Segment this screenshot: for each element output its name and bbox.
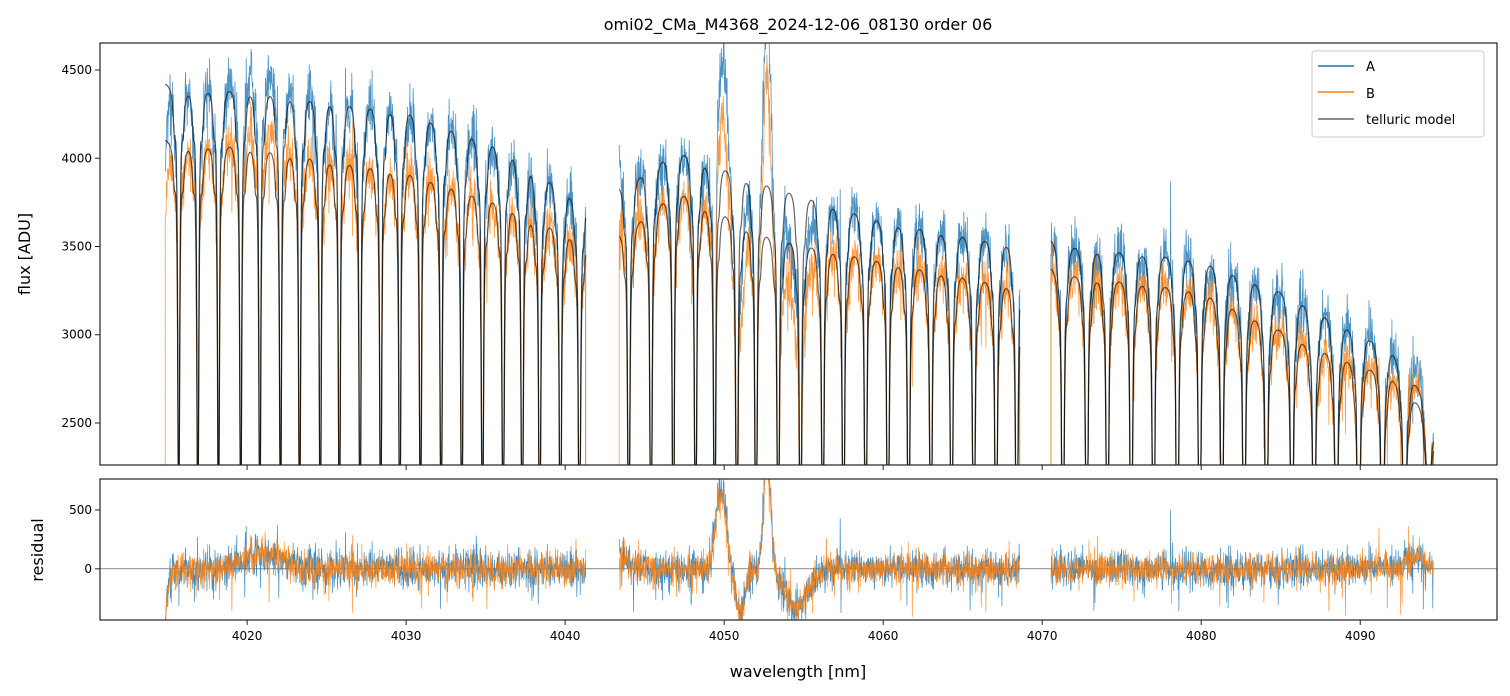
x-tick-label: 4090 xyxy=(1345,629,1376,643)
x-tick-label: 4020 xyxy=(232,629,263,643)
x-tick-label: 4070 xyxy=(1027,629,1058,643)
legend-box xyxy=(1311,50,1485,138)
x-axis-label: wavelength [nm] xyxy=(730,662,867,681)
x-tick-label: 4080 xyxy=(1186,629,1217,643)
telluric-model-b-line xyxy=(164,139,1434,465)
x-tick-label: 4040 xyxy=(550,629,581,643)
x-tick-label: 4060 xyxy=(868,629,899,643)
chart-title: omi02_CMa_M4368_2024-12-06_08130 order 0… xyxy=(604,15,993,35)
flux-y-tick-label: 3500 xyxy=(61,239,92,253)
flux-y-tick-label: 4500 xyxy=(61,63,92,77)
flux-y-tick-label: 3000 xyxy=(61,328,92,342)
flux-y-axis-label: flux [ADU] xyxy=(15,213,34,295)
residual-y-tick-label: 0 xyxy=(84,562,92,576)
legend-label-b: B xyxy=(1366,87,1375,102)
series-b-residual-line xyxy=(164,479,1434,620)
legend-label-a: A xyxy=(1366,60,1375,75)
axis-ticks: 4020 4030 4040 4050 4060 4070 4080 4090 2500 3000… xyxy=(61,63,1375,643)
x-tick-label: 4050 xyxy=(709,629,740,643)
residual-y-tick-label: 500 xyxy=(69,503,92,517)
flux-y-tick-label: 2500 xyxy=(61,416,92,430)
legend: A B telluric model xyxy=(1311,50,1485,138)
flux-y-tick-label: 4000 xyxy=(61,151,92,165)
flux-axes-frame xyxy=(99,42,1498,466)
flux-plot-area xyxy=(164,43,1434,465)
residual-plot-area xyxy=(100,479,1497,620)
legend-label-telluric-model: telluric model xyxy=(1366,113,1455,128)
residual-y-axis-label: residual xyxy=(28,518,47,581)
x-tick-label: 4030 xyxy=(391,629,422,643)
residual-axes-frame xyxy=(99,478,1498,621)
